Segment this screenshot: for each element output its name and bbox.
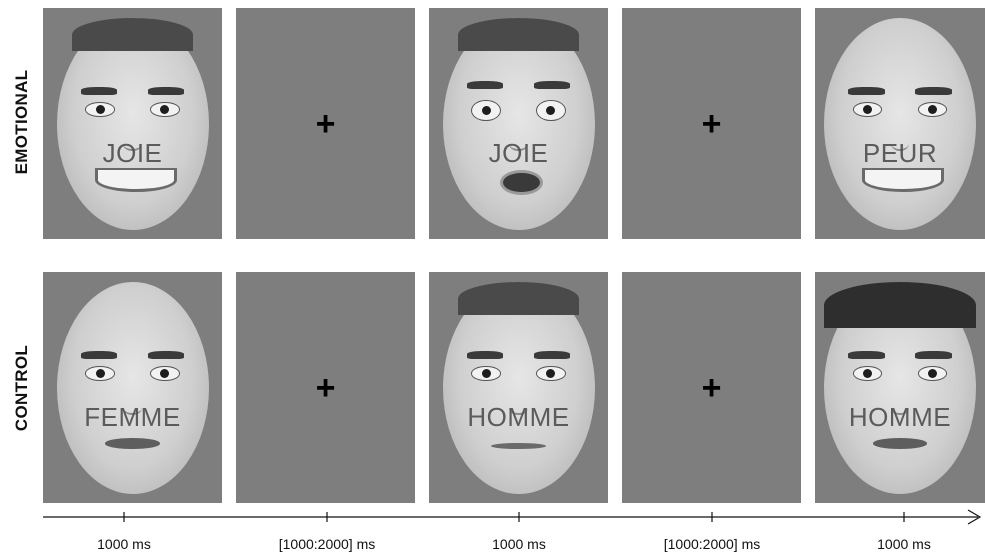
timeline-label-4: [1000:2000] ms: [663, 536, 761, 552]
fixation-cross: +: [701, 368, 722, 407]
timeline-label-3: 1000 ms: [492, 536, 546, 552]
face-stimulus: JOIE: [442, 17, 595, 230]
emotional-frame-3: JOIE: [429, 8, 608, 239]
control-frame-1: FEMME: [43, 272, 222, 503]
emotional-frame-1: JOIE: [43, 8, 222, 239]
timeline-label-5: 1000 ms: [877, 536, 931, 552]
fixation-cross: +: [315, 368, 336, 407]
emotion-word: JOIE: [488, 138, 549, 169]
gender-word: HOMME: [467, 402, 570, 433]
face-stimulus: PEUR: [824, 17, 976, 230]
open-mouth: [500, 170, 543, 196]
control-frame-5: HOMME: [815, 272, 985, 503]
timeline-label-1: 1000 ms: [97, 536, 151, 552]
right-eye: [917, 366, 948, 382]
control-frame-2: +: [236, 272, 415, 503]
face-stimulus: JOIE: [56, 17, 209, 230]
smiling-mouth: [862, 168, 944, 193]
hair: [457, 281, 580, 316]
left-eye: [852, 366, 883, 382]
emotional-frame-2: +: [236, 8, 415, 239]
hair: [457, 17, 580, 52]
right-eye: [150, 102, 180, 118]
left-eye: [85, 366, 115, 382]
right-eye: [536, 366, 566, 382]
control-frame-4: +: [622, 272, 801, 503]
emotional-frame-5: PEUR: [815, 8, 985, 239]
fixation-cross: +: [315, 104, 336, 143]
left-eye: [85, 102, 115, 118]
face-stimulus: FEMME: [56, 281, 209, 494]
left-eye: [471, 100, 501, 122]
face-stimulus: HOMME: [824, 281, 976, 494]
timeline-label-2: [1000:2000] ms: [278, 536, 376, 552]
left-eye: [852, 102, 883, 118]
neutral-mouth: [105, 438, 160, 449]
timeline-arrowhead: [967, 509, 982, 525]
face-stimulus: HOMME: [442, 281, 595, 494]
hair: [824, 281, 976, 329]
hair: [71, 17, 194, 52]
neutral-mouth: [491, 442, 546, 449]
right-eye: [150, 366, 180, 382]
emotional-frame-4: +: [622, 8, 801, 239]
left-eye: [471, 366, 501, 382]
emotion-word: PEUR: [862, 138, 938, 169]
neutral-mouth: [872, 438, 928, 449]
smiling-mouth: [94, 168, 177, 193]
emotion-word: JOIE: [102, 138, 163, 169]
right-eye: [536, 100, 566, 122]
gender-word: HOMME: [848, 402, 952, 433]
gender-word: FEMME: [84, 402, 181, 433]
fixation-cross: +: [701, 104, 722, 143]
control-frame-3: HOMME: [429, 272, 608, 503]
right-eye: [917, 102, 948, 118]
